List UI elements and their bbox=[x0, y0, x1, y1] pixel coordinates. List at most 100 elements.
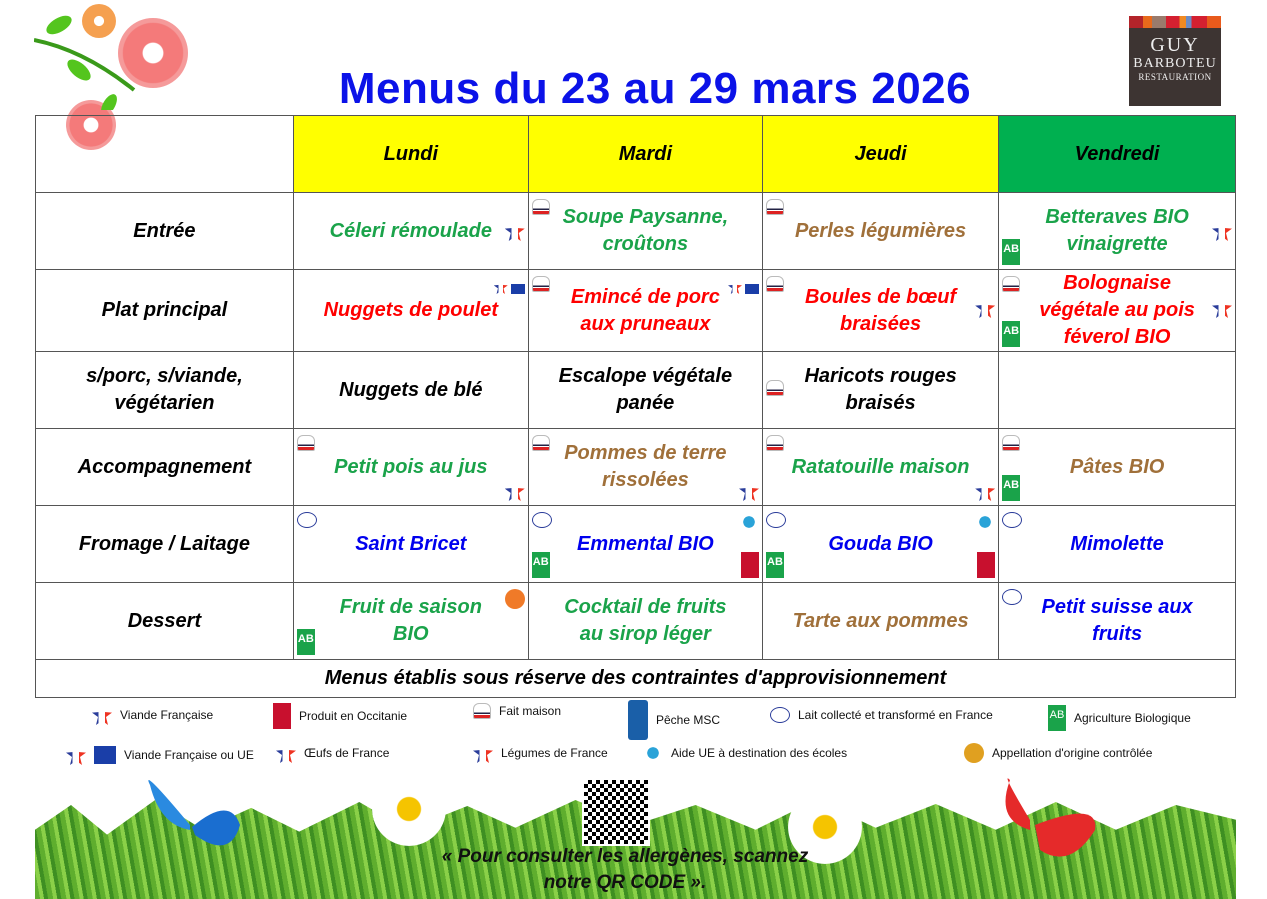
dish-name: Tarte aux pommes bbox=[792, 609, 969, 632]
agriculture-biologique-icon: AB bbox=[766, 552, 784, 578]
lait-collecte-france-icon bbox=[766, 512, 786, 528]
legend-item: Légumes de France bbox=[473, 743, 608, 763]
lait-collecte-france-icon bbox=[1002, 512, 1023, 528]
dish-cell: Nuggets de poulet bbox=[292, 269, 529, 352]
page-title: Menus du 23 au 29 mars 2026 bbox=[338, 64, 972, 113]
menu-row: Accompagnement Petit pois au jus Pommes de… bbox=[35, 428, 1236, 506]
fait-maison-icon bbox=[1002, 276, 1021, 292]
menu-table: Lundi Mardi Jeudi Vendredi Entrée Céleri rém… bbox=[35, 115, 1236, 698]
dish-name: Bolognaise végétale au pois féverol BIO bbox=[1039, 272, 1195, 348]
course-label: Accompagnement bbox=[35, 428, 294, 506]
agriculture-biologique-icon: AB bbox=[1002, 321, 1021, 347]
dish-name: Nuggets de poulet bbox=[323, 299, 499, 321]
menu-row: Entrée Céleri rémoulade Soupe Paysanne, cr… bbox=[35, 192, 1236, 270]
viande-francaise-ou-ue-icon bbox=[493, 280, 508, 294]
course-label: Plat principal bbox=[35, 269, 294, 352]
fait-maison-icon bbox=[531, 199, 550, 215]
logo-text: RESTAURATION bbox=[1138, 72, 1212, 82]
dish-cell: Gouda BIO AB bbox=[761, 505, 1000, 583]
eu-flag-icon bbox=[94, 746, 116, 764]
menu-row: Fromage / Laitage Saint Bricet Emmental BI… bbox=[35, 505, 1236, 583]
legend-label: Pêche MSC bbox=[656, 713, 721, 727]
dish-name: Petit pois au jus bbox=[334, 455, 488, 478]
qr-code[interactable] bbox=[582, 778, 650, 846]
lait-collecte-france-icon bbox=[531, 512, 552, 528]
fait-maison-icon bbox=[766, 276, 784, 292]
course-label: s/porc, s/viande, végétarien bbox=[35, 351, 294, 429]
legend-label: Légumes de France bbox=[501, 746, 608, 760]
viande-francaise-ou-ue-icon bbox=[728, 280, 742, 294]
guy-barboteu-logo: GUY BARBOTEU RESTAURATION bbox=[1129, 16, 1221, 106]
dish-cell: Perles légumières bbox=[761, 192, 1000, 270]
leaves-decoration bbox=[34, 15, 136, 110]
logo-text: BARBOTEU bbox=[1133, 56, 1217, 71]
dish-cell: Escalope végétale panée bbox=[527, 351, 764, 429]
legend-item: Pêche MSC bbox=[628, 700, 720, 740]
legend-item: Viande Française bbox=[92, 705, 213, 725]
dish-cell: Emmental BIO AB bbox=[527, 505, 764, 583]
dish-name: Emmental BIO bbox=[577, 532, 714, 555]
agriculture-biologique-icon: AB bbox=[296, 629, 315, 655]
fait-maison-icon bbox=[766, 199, 784, 215]
blue-butterfly-decoration bbox=[148, 780, 240, 846]
viande-francaise-ou-ue-icon bbox=[66, 745, 86, 765]
dish-cell: Cocktail de fruits au sirop léger bbox=[527, 582, 764, 660]
legend-label: Produit en Occitanie bbox=[299, 709, 408, 723]
dish-name: Gouda BIO bbox=[828, 532, 933, 555]
legend-item: AB Agriculture Biologique bbox=[1048, 705, 1191, 731]
legend-label: Viande Française ou UE bbox=[124, 748, 254, 762]
legend-label: Viande Française bbox=[120, 708, 214, 722]
dish-cell: Céleri rémoulade bbox=[292, 192, 529, 270]
dish-cell: Pâtes BIO AB bbox=[998, 428, 1236, 506]
dish-name: Mimolette bbox=[1070, 532, 1164, 555]
oeufs-de-france-icon bbox=[276, 743, 296, 763]
legend-item: Fait maison bbox=[473, 703, 561, 719]
eu-flag-icon bbox=[745, 284, 759, 294]
viande-francaise-icon bbox=[975, 298, 996, 318]
legend-label: Œufs de France bbox=[304, 746, 390, 760]
menu-row: s/porc, s/viande, végétarien Nuggets de b… bbox=[35, 351, 1236, 429]
daisy-decoration bbox=[372, 772, 446, 846]
legend-item: Viande Française ou UE bbox=[66, 745, 254, 765]
dish-cell: Boules de bœuf braisées bbox=[761, 269, 1000, 352]
course-label: Fromage / Laitage bbox=[35, 505, 294, 583]
legumes-de-france-icon bbox=[739, 481, 759, 501]
fait-maison-icon bbox=[766, 380, 784, 396]
dish-cell: Ratatouille maison bbox=[761, 428, 1000, 506]
legumes-de-france-icon bbox=[975, 481, 996, 501]
legumes-de-france-icon bbox=[504, 481, 525, 501]
day-header-vendredi: Vendredi bbox=[998, 115, 1236, 193]
lait-collecte-france-icon bbox=[770, 707, 790, 723]
dish-cell: Soupe Paysanne, croûtons bbox=[527, 192, 764, 270]
legend-item: Lait collecté et transformé en France bbox=[770, 707, 993, 723]
supply-disclaimer: Menus établis sous réserve des contraint… bbox=[35, 659, 1236, 698]
dish-name: Petit suisse aux fruits bbox=[1041, 596, 1193, 645]
fruit-ecoles-icon bbox=[504, 589, 525, 609]
day-header-lundi: Lundi bbox=[292, 115, 529, 193]
legend-item: Aide UE à destination des écoles bbox=[643, 743, 847, 763]
legumes-de-france-icon bbox=[1212, 298, 1232, 318]
lait-collecte-france-icon bbox=[1002, 589, 1023, 605]
legend-item: Produit en Occitanie bbox=[273, 703, 407, 729]
dish-cell: Petit suisse aux fruits bbox=[998, 582, 1236, 660]
course-label-text: Dessert bbox=[127, 609, 202, 632]
course-label-text: Entrée bbox=[133, 219, 196, 242]
dish-name: Ratatouille maison bbox=[791, 455, 970, 478]
dish-name: Boules de bœuf braisées bbox=[805, 285, 957, 335]
course-label-text: Accompagnement bbox=[77, 455, 252, 478]
course-label: Entrée bbox=[35, 192, 294, 270]
legumes-de-france-icon bbox=[1212, 221, 1232, 241]
dish-cell bbox=[998, 351, 1236, 429]
allergen-note: « Pour consulter les allergènes, scannez… bbox=[441, 846, 809, 893]
fait-maison-icon bbox=[1002, 435, 1021, 451]
flower-decoration bbox=[118, 18, 188, 88]
dish-name: Escalope végétale panée bbox=[558, 365, 733, 414]
course-label-text: Fromage / Laitage bbox=[78, 532, 250, 555]
produit-en-occitanie-icon bbox=[273, 703, 291, 729]
dish-name: Céleri rémoulade bbox=[329, 219, 492, 242]
fait-maison-icon bbox=[531, 276, 550, 292]
dish-cell: Emincé de porc aux pruneaux bbox=[527, 269, 764, 352]
dish-cell: Nuggets de blé bbox=[292, 351, 529, 429]
peche-msc-icon bbox=[628, 700, 648, 740]
